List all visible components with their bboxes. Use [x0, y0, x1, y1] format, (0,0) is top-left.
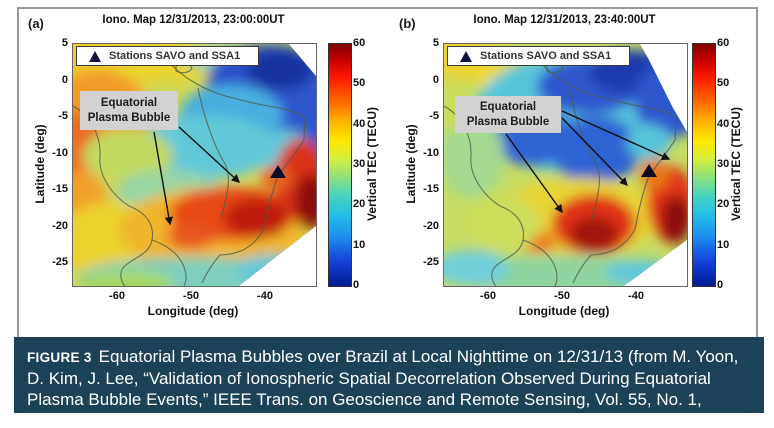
colorbar-tick: 50	[353, 77, 366, 89]
y-tick: 0	[61, 74, 68, 86]
colorbar-tick: 20	[717, 198, 730, 210]
colorbar-panel-a	[328, 43, 352, 287]
station-marker-icon	[270, 165, 286, 178]
panel-a-label: (a)	[28, 16, 44, 31]
x-tick: -60	[109, 290, 125, 302]
y-tick: -20	[423, 220, 439, 232]
x-tick: -50	[554, 290, 570, 302]
colorbar-tick: 60	[353, 37, 366, 49]
coastline-borders	[73, 51, 306, 286]
colorbar-tick: 30	[353, 158, 366, 170]
panel-b-label: (b)	[399, 16, 416, 31]
figure-caption: FIGURE 3 Equatorial Plasma Bubbles over B…	[14, 337, 764, 428]
y-tick: -10	[423, 147, 439, 159]
panel-a-title: Iono. Map 12/31/2013, 23:00:00UT	[102, 14, 285, 26]
figure-number-label: FIGURE 3	[27, 350, 92, 365]
legend-panel-a: Stations SAVO and SSA1	[76, 46, 259, 66]
y-tick: -15	[423, 183, 439, 195]
figure-caption-text: Equatorial Plasma Bubbles over Brazil at…	[27, 347, 739, 428]
y-tick: -20	[52, 220, 68, 232]
colorbar-tick: 50	[717, 77, 730, 89]
bubble-arrows	[153, 126, 241, 226]
bubble-arrows	[505, 110, 671, 214]
colorbar-label: Vertical TEC (TECU)	[729, 106, 743, 222]
x-tick: -40	[628, 290, 644, 302]
y-tick: 5	[61, 37, 68, 49]
bubble-annotation-a: Equatorial Plasma Bubble	[80, 91, 178, 130]
bubble-annotation-b: Equatorial Plasma Bubble	[455, 96, 561, 133]
y-tick: 0	[432, 74, 439, 86]
colorbar-tick: 30	[717, 158, 730, 170]
station-triangle-icon	[460, 50, 472, 62]
station-triangle-icon	[89, 50, 101, 62]
legend-panel-b: Stations SAVO and SSA1	[447, 46, 630, 66]
no-data-wedge-ne	[289, 44, 316, 76]
x-axis-label: Longitude (deg)	[147, 304, 239, 318]
no-data-wedge-se	[239, 226, 316, 286]
y-tick: -25	[423, 256, 439, 268]
x-tick: -50	[183, 290, 199, 302]
colorbar-tick: 40	[353, 118, 366, 130]
tec-map-panel-a	[72, 43, 317, 287]
tec-map-panel-b	[443, 43, 688, 287]
colorbar-tick: 10	[717, 239, 730, 251]
y-tick: -10	[52, 147, 68, 159]
y-tick: -25	[52, 256, 68, 268]
colorbar-tick: 10	[353, 239, 366, 251]
colorbar-tick: 0	[717, 279, 724, 291]
colorbar-tick: 20	[353, 198, 366, 210]
legend-label: Stations SAVO and SSA1	[480, 50, 612, 62]
x-axis-label: Longitude (deg)	[518, 304, 610, 318]
x-tick: -60	[480, 290, 496, 302]
colorbar-tick: 0	[353, 279, 360, 291]
y-tick: 5	[432, 37, 439, 49]
x-tick: -40	[257, 290, 273, 302]
colorbar-tick: 60	[717, 37, 730, 49]
y-axis-label: Latitude (deg)	[33, 124, 47, 204]
colorbar-panel-b	[692, 43, 716, 287]
no-data-wedge-se	[624, 240, 687, 286]
y-tick: -5	[58, 110, 68, 122]
panel-b-title: Iono. Map 12/31/2013, 23:40:00UT	[473, 14, 656, 26]
y-axis-label: Latitude (deg)	[404, 124, 418, 204]
station-marker-icon	[641, 164, 657, 177]
colorbar-tick: 40	[717, 118, 730, 130]
y-tick: -5	[429, 110, 439, 122]
colorbar-label: Vertical TEC (TECU)	[365, 106, 379, 222]
legend-label: Stations SAVO and SSA1	[109, 50, 241, 62]
y-tick: -15	[52, 183, 68, 195]
no-data-wedge-ne	[640, 44, 687, 132]
